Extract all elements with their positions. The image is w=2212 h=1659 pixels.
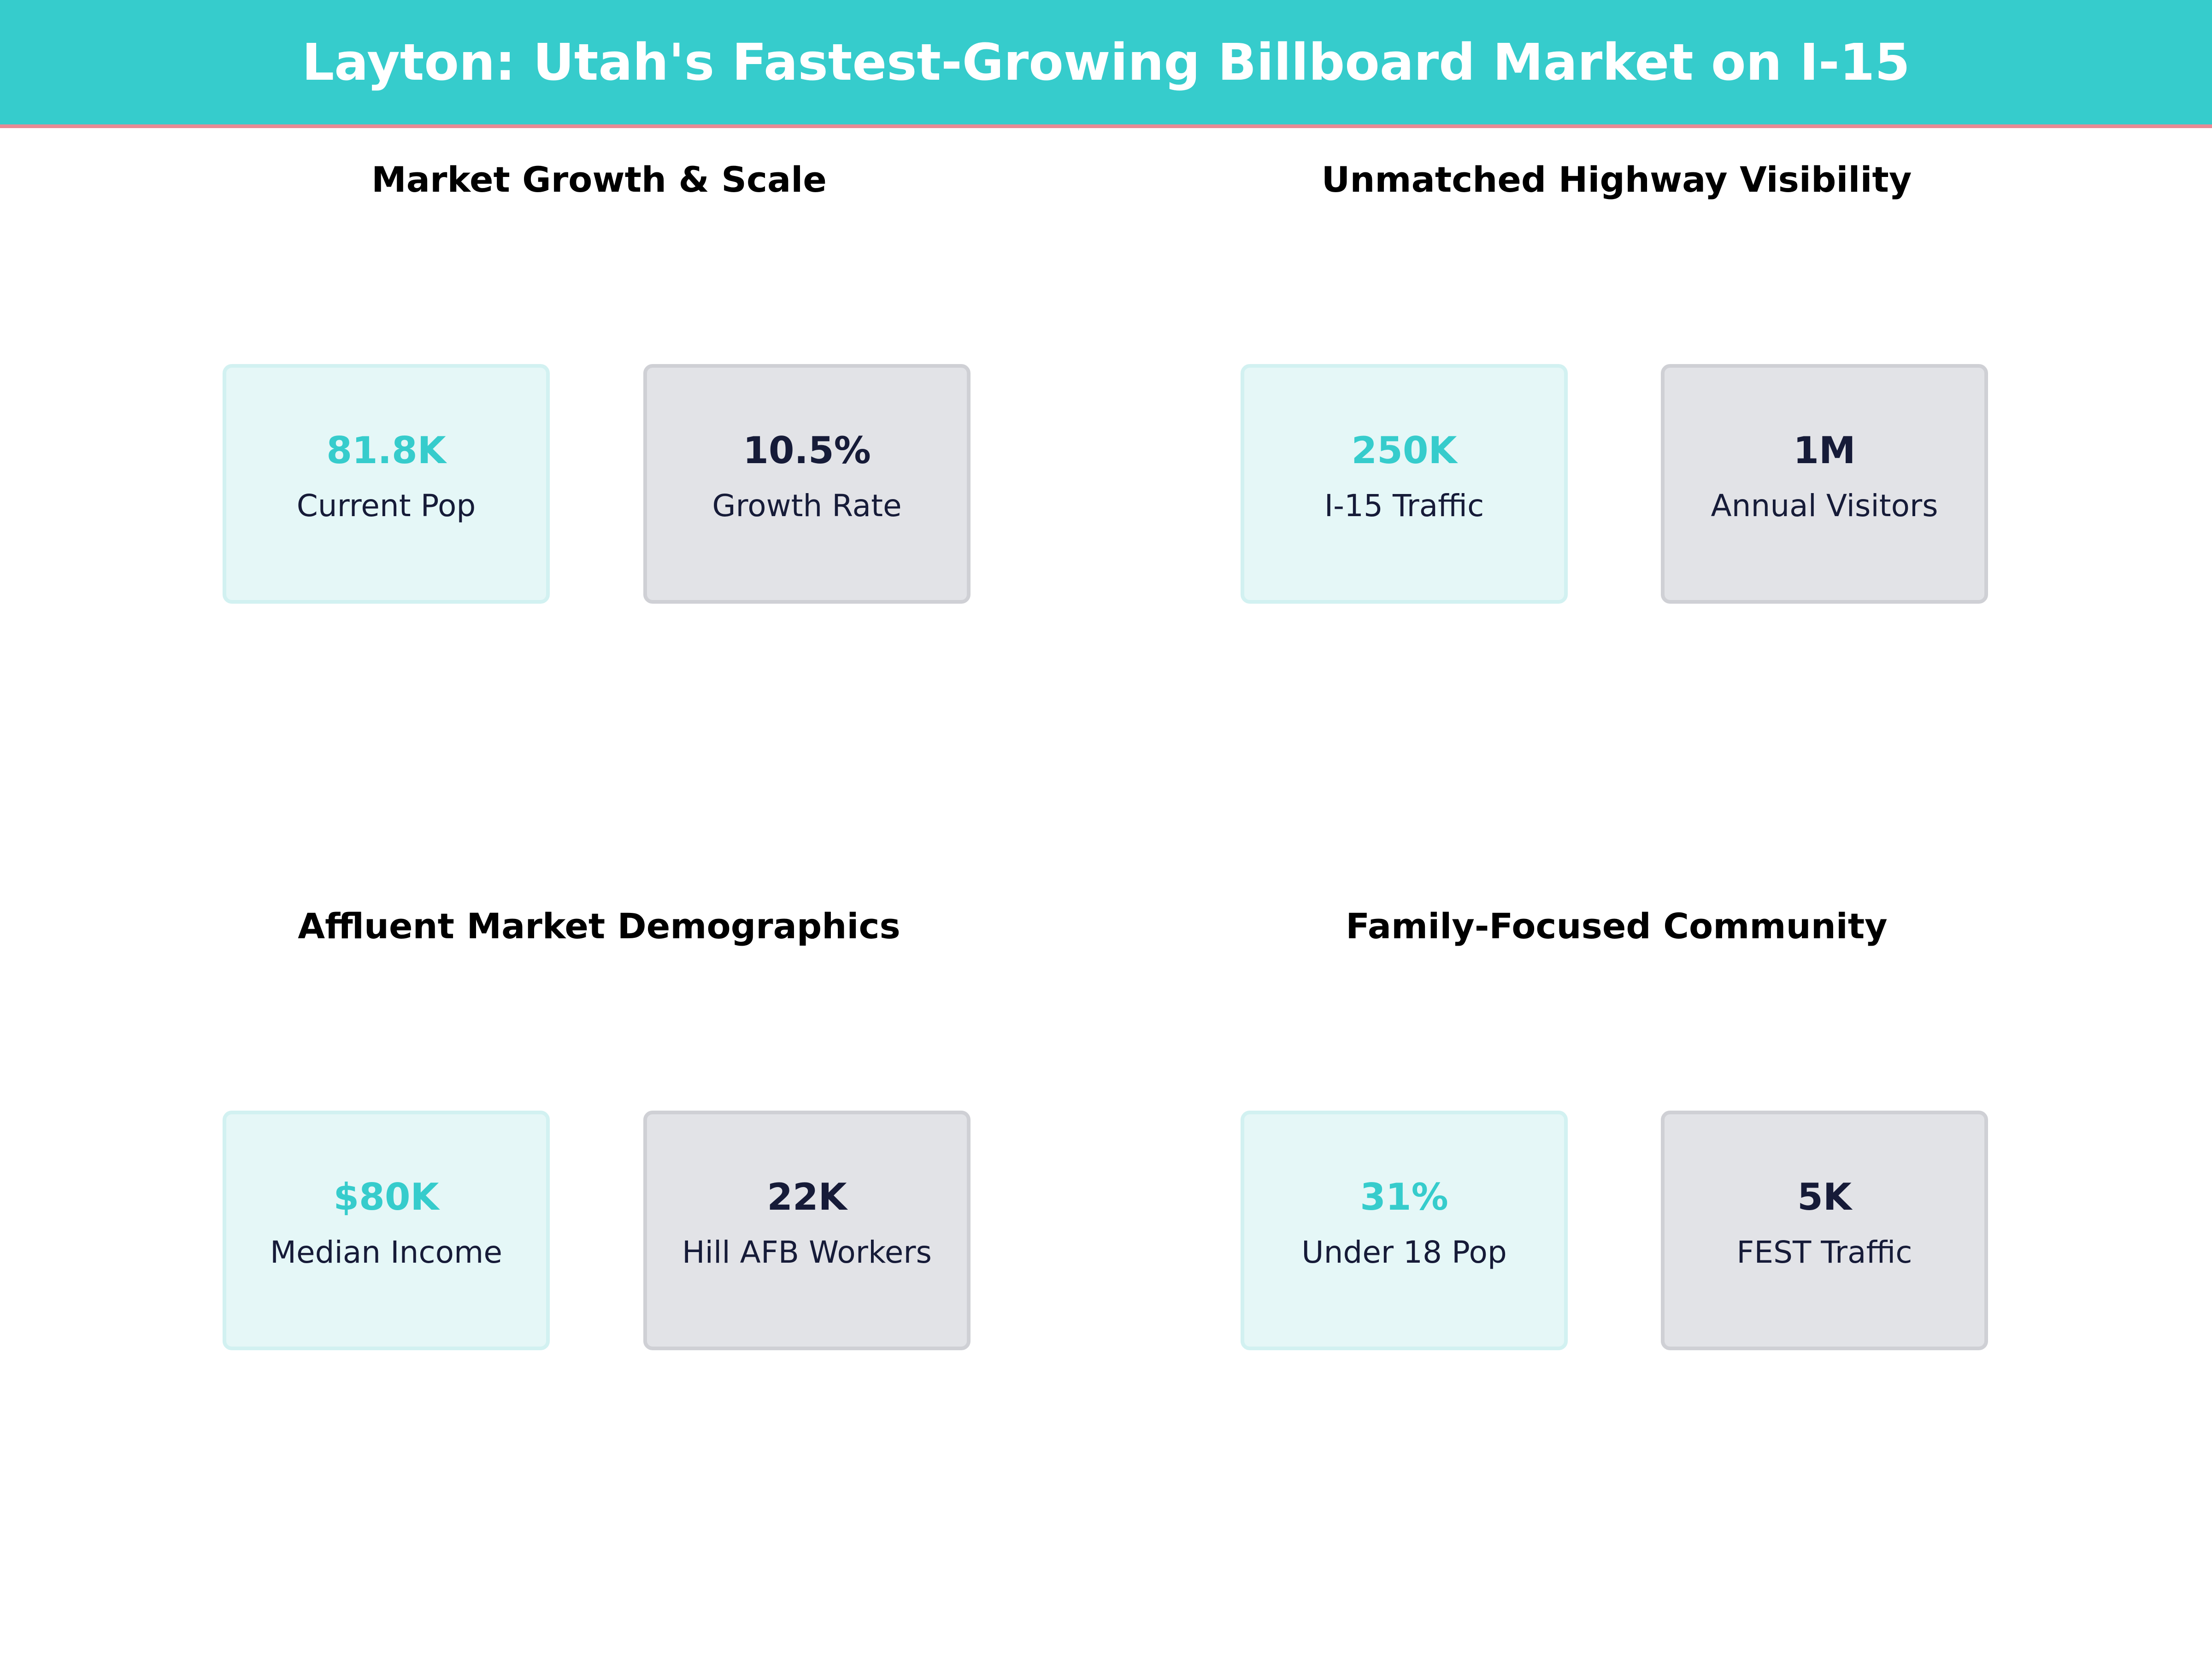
- stat-card-hill-afb-workers: 22K Hill AFB Workers: [643, 1111, 971, 1350]
- stat-label: FEST Traffic: [1736, 1235, 1912, 1270]
- panel-highway-visibility: Unmatched Highway Visibility 250K I-15 T…: [1110, 152, 2124, 889]
- header-banner: Layton: Utah's Fastest-Growing Billboard…: [0, 0, 2212, 128]
- stat-label: Growth Rate: [712, 488, 902, 524]
- stat-value: 31%: [1360, 1176, 1448, 1218]
- stat-card-annual-visitors: 1M Annual Visitors: [1661, 364, 1988, 604]
- stat-label: Current Pop: [296, 488, 476, 524]
- stat-value: 22K: [767, 1176, 847, 1218]
- stat-card-under-18-pop: 31% Under 18 Pop: [1241, 1111, 1568, 1350]
- stat-label: Hill AFB Workers: [682, 1235, 932, 1270]
- panel-title: Affluent Market Demographics: [298, 906, 900, 947]
- stat-value: 250K: [1351, 429, 1457, 472]
- stat-value: 5K: [1797, 1176, 1852, 1218]
- panel-title: Unmatched Highway Visibility: [1321, 159, 1912, 200]
- panel-title: Family-Focused Community: [1346, 906, 1888, 947]
- stat-value: $80K: [333, 1176, 439, 1218]
- page-title: Layton: Utah's Fastest-Growing Billboard…: [302, 33, 1910, 92]
- stat-value: 81.8K: [326, 429, 446, 472]
- stat-label: Under 18 Pop: [1301, 1235, 1507, 1270]
- stat-card-fest-traffic: 5K FEST Traffic: [1661, 1111, 1988, 1350]
- stat-label: Median Income: [270, 1235, 502, 1270]
- stat-card-current-pop: 81.8K Current Pop: [223, 364, 550, 604]
- panel-market-growth: Market Growth & Scale 81.8K Current Pop …: [92, 152, 1106, 889]
- stat-card-median-income: $80K Median Income: [223, 1111, 550, 1350]
- stat-label: I-15 Traffic: [1324, 488, 1484, 524]
- stat-card-growth-rate: 10.5% Growth Rate: [643, 364, 971, 604]
- stat-label: Annual Visitors: [1711, 488, 1938, 524]
- stat-value: 10.5%: [743, 429, 871, 472]
- panel-family-community: Family-Focused Community 31% Under 18 Po…: [1110, 899, 2124, 1636]
- stat-value: 1M: [1793, 429, 1856, 472]
- stat-card-i15-traffic: 250K I-15 Traffic: [1241, 364, 1568, 604]
- panel-title: Market Growth & Scale: [371, 159, 827, 200]
- panel-affluent-demographics: Affluent Market Demographics $80K Median…: [92, 899, 1106, 1636]
